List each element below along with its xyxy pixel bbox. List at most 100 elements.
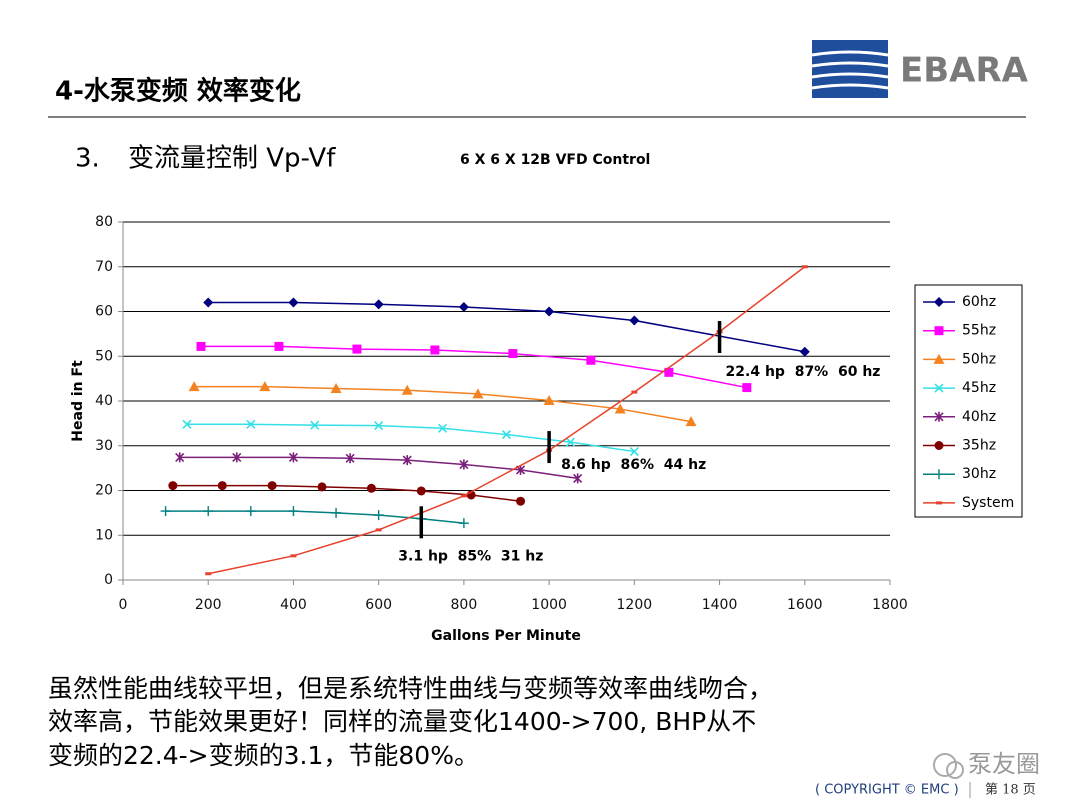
y-tick-label: 70 <box>95 259 113 275</box>
body-line: 变频的22.4->变频的3.1，节能80%。 <box>48 741 479 770</box>
marker <box>259 381 271 392</box>
series-line <box>186 423 635 453</box>
marker <box>203 506 214 517</box>
series-line <box>172 484 521 502</box>
marker <box>430 345 440 355</box>
marker <box>799 346 810 357</box>
marker <box>508 349 518 359</box>
marker <box>317 482 327 492</box>
x-tick-label: 800 <box>451 597 478 613</box>
marker <box>614 403 626 414</box>
legend-label: 30hz <box>962 466 996 482</box>
legend-label: System <box>962 495 1014 511</box>
marker <box>203 297 214 308</box>
marker <box>246 419 256 429</box>
x-tick-label: 600 <box>365 597 392 613</box>
marker <box>374 421 384 431</box>
marker <box>936 501 942 505</box>
y-tick-label: 40 <box>95 393 113 409</box>
marker <box>458 518 469 529</box>
annotation: 3.1 hp 85% 31 hz <box>398 548 543 564</box>
marker <box>267 481 277 491</box>
marker <box>516 496 526 506</box>
marker <box>288 297 299 308</box>
marker <box>934 297 944 307</box>
legend-label: 50hz <box>962 351 996 367</box>
marker <box>459 459 469 470</box>
marker <box>232 452 242 463</box>
marker <box>934 411 944 422</box>
marker <box>934 326 944 336</box>
x-tick-label: 1000 <box>531 597 567 613</box>
annotation: 8.6 hp 86% 44 hz <box>561 457 706 473</box>
legend-label: 35hz <box>962 438 996 454</box>
y-tick-label: 50 <box>95 348 113 364</box>
legend-label: 40hz <box>962 409 996 425</box>
marker <box>217 481 227 491</box>
legend-label: 55hz <box>962 323 996 339</box>
marker <box>629 315 640 326</box>
series-line <box>200 345 747 389</box>
marker <box>629 447 639 457</box>
marker <box>458 302 469 313</box>
marker <box>330 382 342 393</box>
marker <box>685 416 697 427</box>
x-tick-label: 1600 <box>787 597 823 613</box>
marker <box>205 572 212 576</box>
section-number: 3. <box>75 144 100 174</box>
header-title: 4-水泵变频 效率变化 <box>55 76 301 107</box>
marker <box>274 341 284 351</box>
marker <box>631 390 638 394</box>
marker <box>188 381 200 392</box>
y-tick-label: 60 <box>95 304 113 320</box>
series-line <box>165 510 464 524</box>
marker <box>196 341 206 351</box>
legend-box <box>914 284 1023 518</box>
y-tick-label: 20 <box>95 483 113 499</box>
marker <box>373 299 384 310</box>
marker <box>438 423 448 433</box>
marker <box>565 437 575 447</box>
marker <box>168 481 178 491</box>
body-line: 虽然性能曲线较平坦，但是系统特性曲线与变频等效率曲线吻合， <box>48 674 773 703</box>
marker <box>573 473 583 484</box>
marker <box>801 265 808 269</box>
marker <box>416 486 426 496</box>
x-tick-label: 1400 <box>702 597 738 613</box>
marker <box>543 395 555 406</box>
y-tick-label: 10 <box>95 527 113 543</box>
marker <box>742 383 752 393</box>
marker <box>586 355 596 365</box>
marker <box>934 383 944 393</box>
legend-label: 60hz <box>962 294 996 310</box>
x-tick-label: 400 <box>280 597 307 613</box>
marker <box>373 510 384 521</box>
marker <box>352 344 362 354</box>
x-tick-label: 200 <box>195 597 222 613</box>
marker <box>401 384 413 395</box>
marker <box>933 353 945 364</box>
marker <box>544 306 555 317</box>
legend-label: 45hz <box>962 380 996 396</box>
marker <box>402 455 412 466</box>
marker <box>310 420 320 430</box>
marker <box>331 507 342 518</box>
marker <box>460 494 467 498</box>
marker <box>345 453 355 464</box>
copyright: ( COPYRIGHT © EMC ) <box>815 783 959 798</box>
marker <box>934 441 944 450</box>
y-axis-label: Head in Ft <box>70 360 86 442</box>
marker <box>175 452 185 463</box>
y-tick-label: 30 <box>95 438 113 454</box>
marker <box>366 483 376 493</box>
marker <box>288 506 299 517</box>
page-number: 第 18 页 <box>985 783 1036 798</box>
x-axis-label: Gallons Per Minute <box>431 628 581 644</box>
logo-mark <box>811 40 889 98</box>
y-tick-label: 80 <box>95 214 113 230</box>
watermark: 泵友圈 <box>968 750 1040 778</box>
chart-title: 6 X 6 X 12B VFD Control <box>460 152 650 168</box>
